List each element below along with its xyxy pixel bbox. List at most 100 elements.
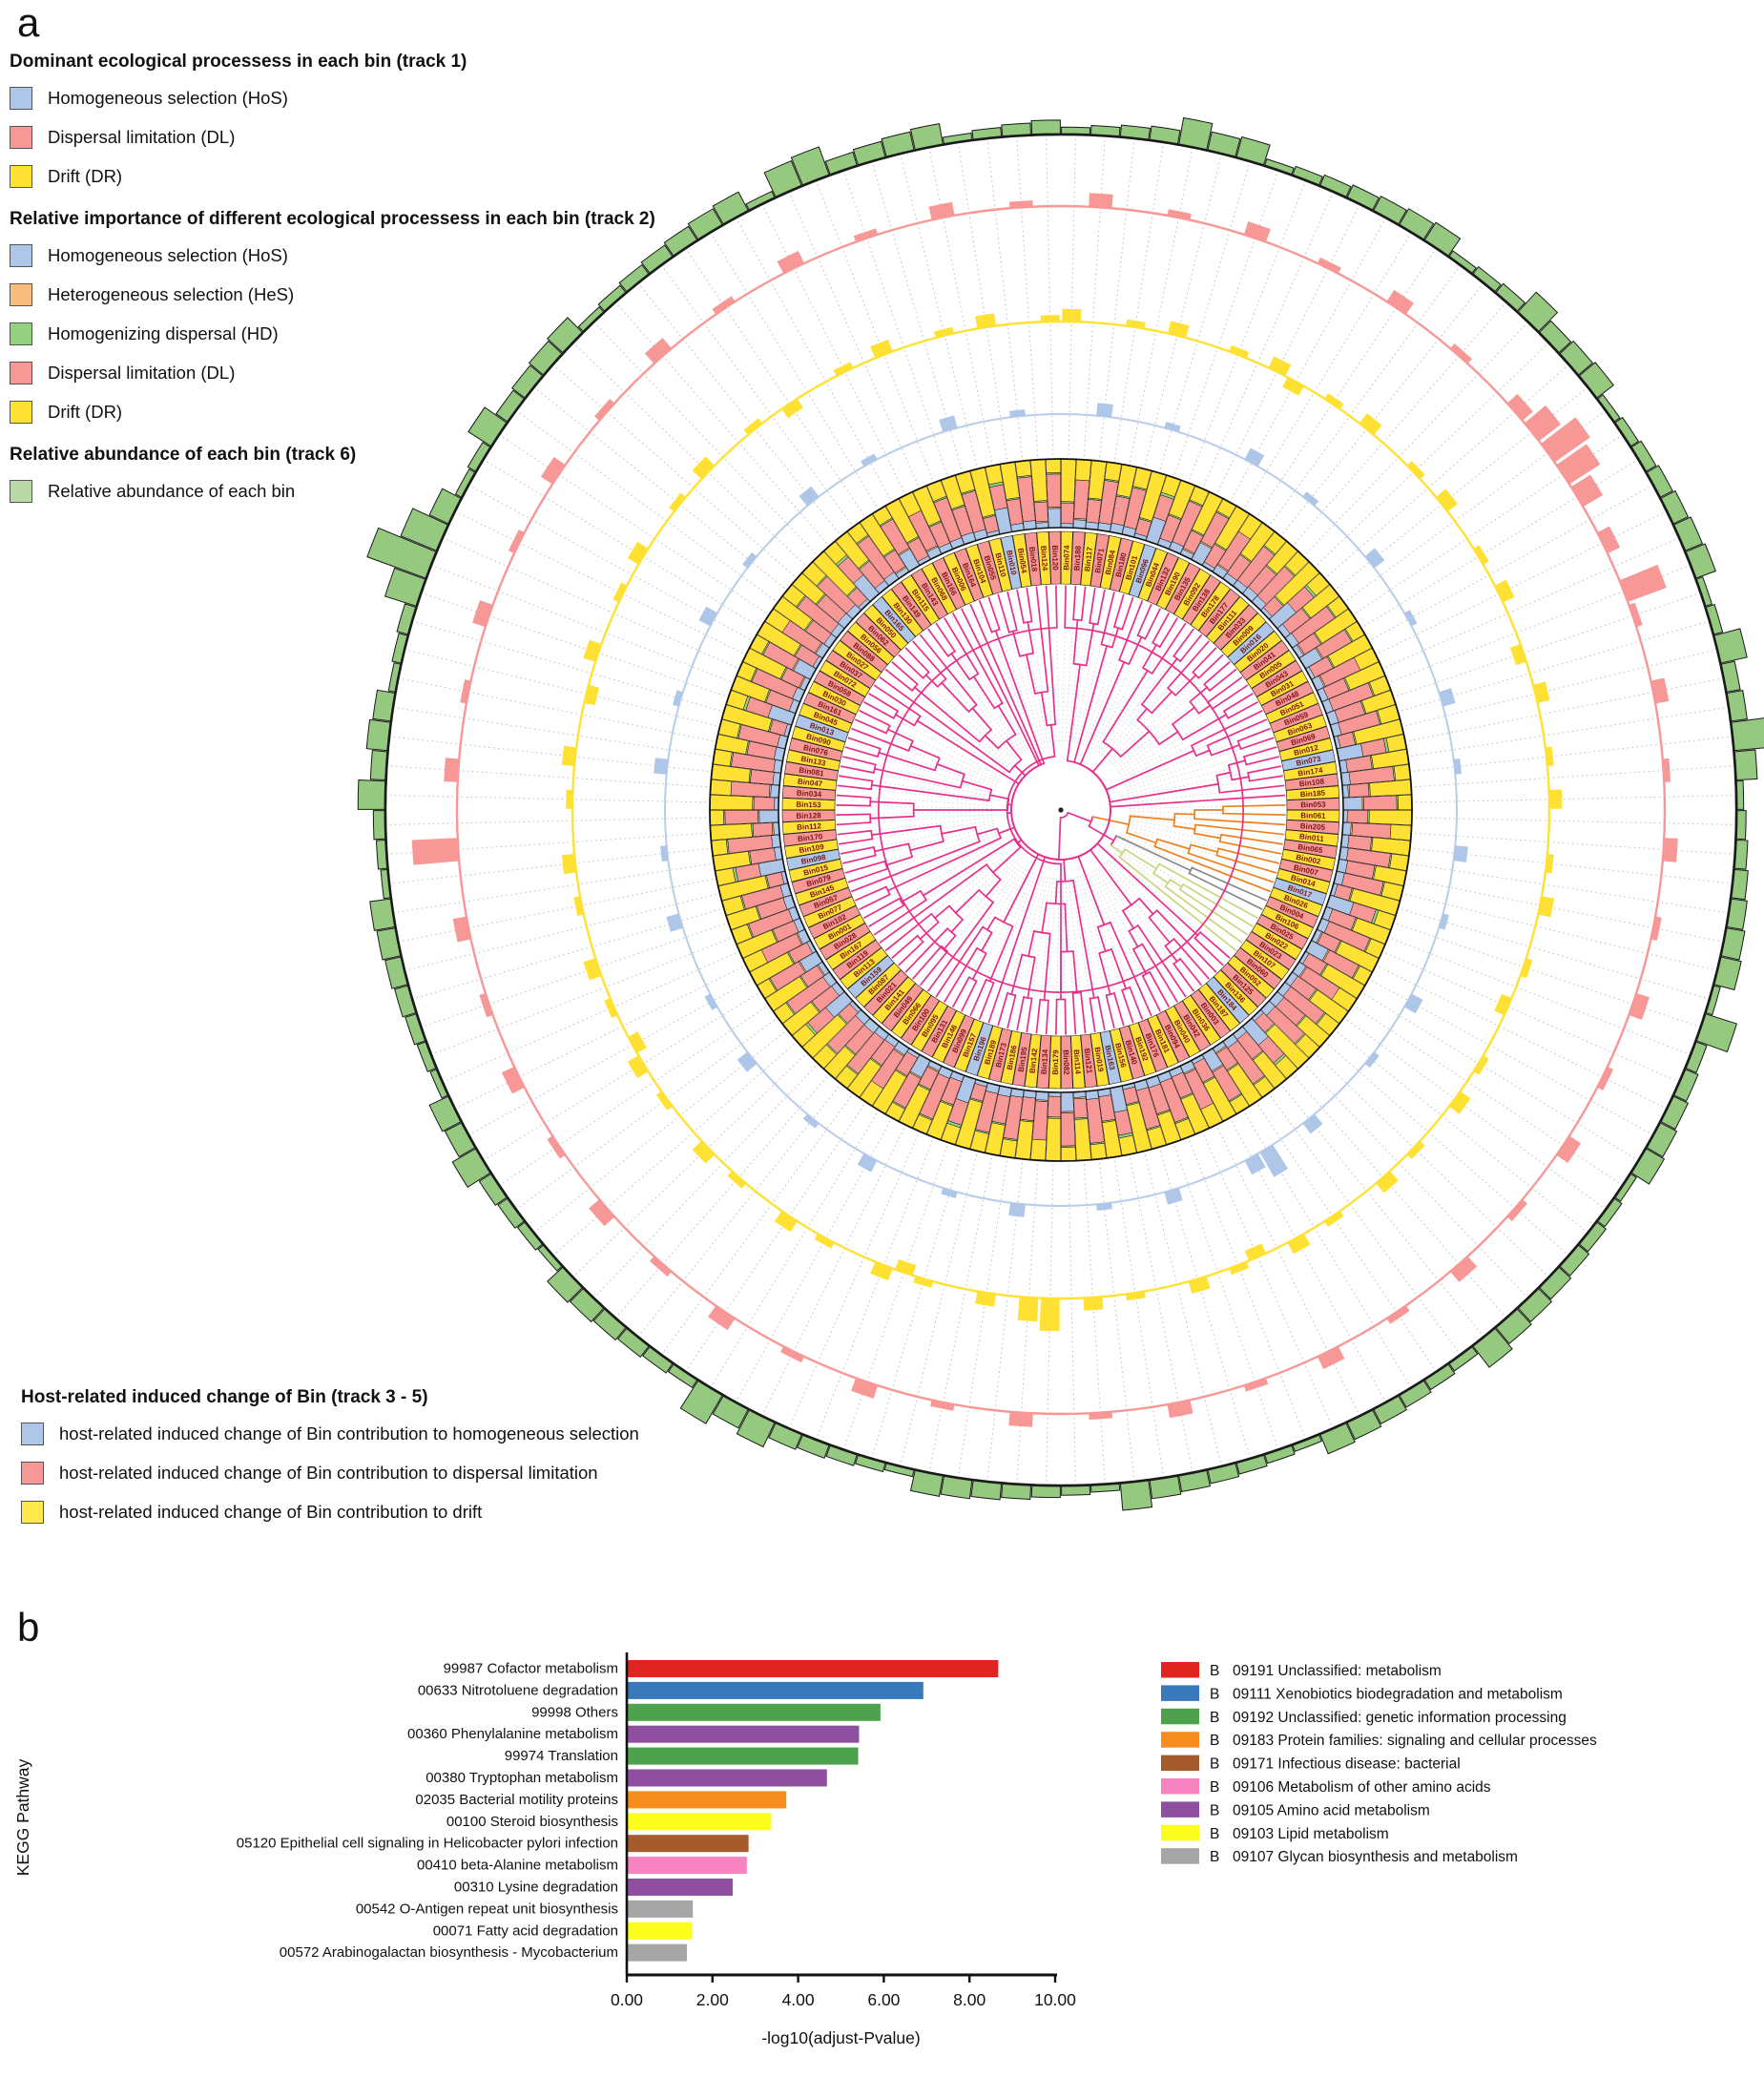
drift-change-bar bbox=[1268, 356, 1292, 377]
swatch-dl-icon bbox=[10, 361, 32, 384]
bin-label-box bbox=[1048, 1035, 1062, 1090]
tree-branch bbox=[1027, 956, 1036, 999]
stack-segment bbox=[1073, 1097, 1089, 1119]
bin-label-box bbox=[1220, 613, 1267, 658]
spoke-outer bbox=[1401, 908, 1707, 999]
bin-label: Bin205 bbox=[1300, 821, 1326, 832]
spoke-outer bbox=[1294, 1076, 1505, 1317]
tree-branch bbox=[941, 681, 970, 713]
tree-branch bbox=[1248, 775, 1284, 782]
abundance-bar bbox=[592, 1308, 627, 1341]
tree-branch bbox=[844, 746, 879, 758]
spoke-outer bbox=[1068, 137, 1076, 456]
kegg-bar-label: 00100 Steroid biosynthesis bbox=[446, 1814, 618, 1830]
bin-label-box bbox=[791, 726, 846, 752]
bin-label: Bin195 bbox=[1017, 1046, 1029, 1072]
bin-label-box bbox=[819, 923, 871, 961]
tree-arc bbox=[1218, 834, 1222, 843]
drift-change-bar bbox=[1168, 321, 1190, 339]
tree-branch bbox=[1011, 630, 1021, 657]
abundance-bar bbox=[940, 1475, 973, 1500]
spoke-outer bbox=[470, 980, 751, 1134]
bin-label-box bbox=[943, 551, 975, 606]
stack-segment bbox=[1046, 1117, 1061, 1162]
tree-branch bbox=[859, 710, 891, 727]
tree-branch bbox=[1066, 663, 1081, 762]
tree-branch bbox=[863, 701, 895, 719]
tree-branch bbox=[1182, 883, 1254, 927]
tree-branch bbox=[841, 756, 877, 766]
dl-baseline-circle bbox=[455, 204, 1667, 1416]
spoke-outer bbox=[872, 1151, 963, 1456]
spoke-outer bbox=[1379, 511, 1665, 654]
bin-label-box bbox=[1100, 1030, 1122, 1085]
drift-change-bar bbox=[1282, 377, 1304, 396]
bin-label-box bbox=[965, 1022, 993, 1076]
spoke-outer bbox=[1363, 993, 1636, 1160]
abundance-bar bbox=[790, 146, 830, 186]
tree-arc bbox=[913, 715, 922, 727]
legend-label: B 09171 Infectious disease: bacterial bbox=[1210, 1756, 1461, 1773]
spoke-outer bbox=[445, 952, 737, 1082]
abundance-bar bbox=[1292, 1434, 1322, 1452]
bin-label-box bbox=[1284, 829, 1339, 847]
abundance-bar bbox=[1119, 1480, 1153, 1511]
bin-label: Bin134 bbox=[1040, 1049, 1050, 1074]
spoke-outer bbox=[762, 1128, 904, 1414]
bin-label: Bin053 bbox=[1300, 800, 1326, 810]
tree-branch bbox=[1091, 816, 1131, 826]
drift-change-bar bbox=[1406, 1140, 1425, 1159]
legend-item: Relative abundance of each bin bbox=[10, 471, 735, 510]
spoke-outer bbox=[1363, 460, 1636, 627]
drift-change-bar bbox=[1449, 1090, 1471, 1114]
bin-label-box bbox=[808, 680, 861, 716]
legend-label: B 09106 Metabolism of other amino acids bbox=[1210, 1779, 1491, 1796]
abundance-bar bbox=[1207, 1463, 1240, 1485]
tree-branch bbox=[1164, 945, 1178, 963]
legend-item-label: Homogenizing dispersal (HD) bbox=[48, 322, 279, 343]
bin-label-box bbox=[840, 947, 888, 989]
spoke-outer bbox=[1379, 966, 1665, 1109]
spoke-outer bbox=[1016, 1164, 1039, 1482]
stack-outer-circle bbox=[709, 458, 1413, 1162]
bin-label-box bbox=[1190, 581, 1231, 632]
abundance-bar bbox=[1061, 1485, 1091, 1496]
abundance-bar bbox=[1646, 1122, 1678, 1158]
spoke-outer bbox=[986, 141, 1023, 458]
bin-label-box bbox=[832, 939, 882, 980]
legend-item: Drift (DR) bbox=[10, 156, 735, 196]
abundance-bar bbox=[400, 508, 448, 551]
drift-change-bar bbox=[1406, 461, 1425, 480]
hos-change-bar bbox=[1403, 610, 1418, 627]
stack-segment bbox=[1389, 824, 1412, 841]
tree-branch bbox=[1245, 756, 1280, 766]
spoke-outer bbox=[789, 194, 919, 486]
abundance-bar bbox=[1495, 1308, 1532, 1344]
tree-branch bbox=[978, 600, 993, 633]
tree-branch bbox=[1164, 885, 1243, 944]
spoke-outer bbox=[433, 566, 731, 682]
legend-label: B 09105 Amino acid metabolism bbox=[1210, 1802, 1430, 1818]
legend-item-label: host-related induced change of Bin contr… bbox=[59, 1462, 598, 1483]
dl-change-bar bbox=[1167, 209, 1192, 220]
abundance-bar bbox=[1726, 898, 1748, 930]
tree-arc bbox=[968, 673, 980, 681]
tree-branch bbox=[1153, 845, 1271, 893]
tree-branch bbox=[909, 744, 941, 759]
tree-branch bbox=[1119, 730, 1151, 758]
dl-change-bar bbox=[930, 1400, 955, 1411]
tree-branch bbox=[919, 921, 940, 940]
tree-branch bbox=[1141, 974, 1161, 1012]
tree-branch bbox=[944, 617, 980, 675]
tree-arc bbox=[1247, 772, 1251, 782]
spoke-outer bbox=[639, 1086, 840, 1336]
x-tick-label: 10.00 bbox=[1034, 1990, 1076, 2009]
tree-branch bbox=[863, 897, 901, 919]
spoke-outer bbox=[1415, 832, 1733, 855]
hos-change-bar bbox=[654, 758, 669, 775]
abundance-bar bbox=[736, 1409, 776, 1448]
tree-arc bbox=[1006, 756, 1062, 865]
tree-branch bbox=[1027, 621, 1034, 654]
bin-label-box bbox=[1251, 923, 1303, 961]
tree-branch bbox=[1035, 586, 1049, 693]
